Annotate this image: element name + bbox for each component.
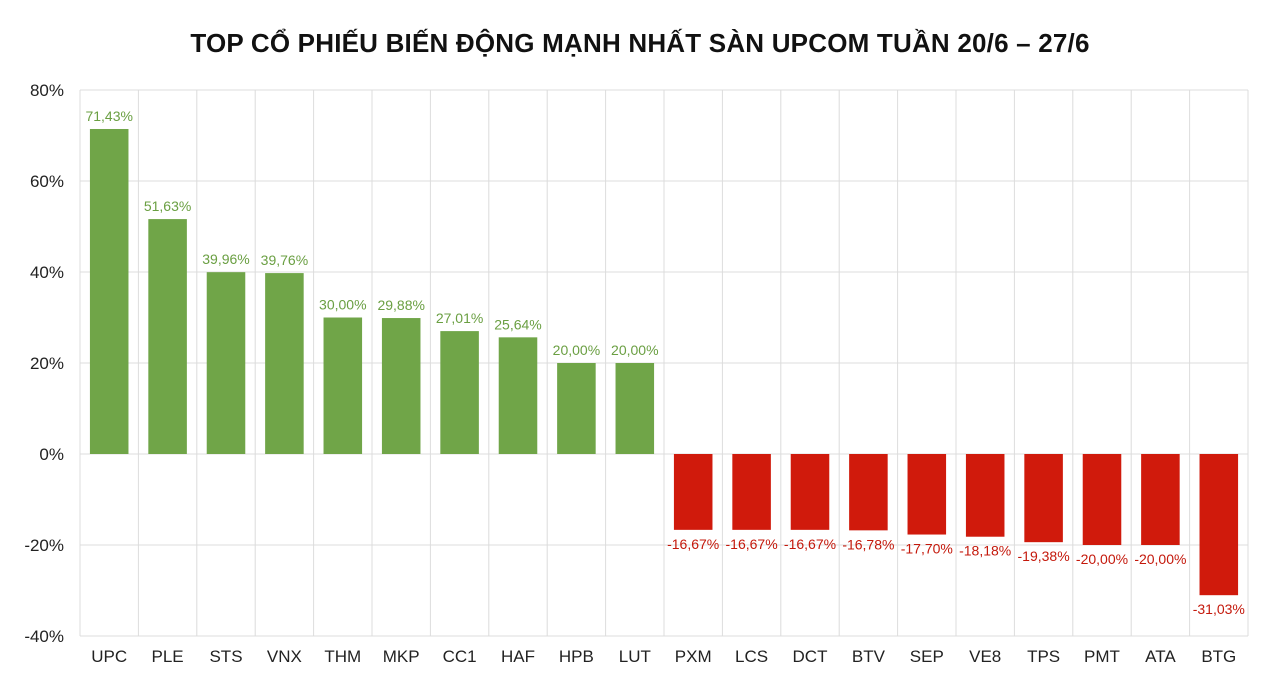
category-label: TPS: [1027, 647, 1060, 666]
y-tick-label: 20%: [30, 354, 64, 373]
data-label: 39,76%: [261, 252, 308, 268]
y-tick-label: -40%: [24, 627, 64, 646]
category-label: PMT: [1084, 647, 1120, 666]
category-label: HPB: [559, 647, 594, 666]
chart-title: TOP CỔ PHIẾU BIẾN ĐỘNG MẠNH NHẤT SÀN UPC…: [190, 28, 1090, 58]
bar: [148, 219, 187, 454]
data-label: 30,00%: [319, 297, 366, 313]
category-label: MKP: [383, 647, 420, 666]
bar: [849, 454, 888, 531]
data-label: 51,63%: [144, 198, 191, 214]
y-tick-label: 60%: [30, 172, 64, 191]
category-label: PLE: [152, 647, 184, 666]
category-label: VNX: [267, 647, 302, 666]
bar: [907, 454, 947, 535]
data-label: 27,01%: [436, 310, 483, 326]
data-label: -16,67%: [726, 536, 778, 552]
bar: [206, 272, 246, 454]
data-label: -31,03%: [1193, 601, 1245, 617]
bar: [732, 454, 771, 530]
data-label: 71,43%: [85, 108, 132, 124]
y-tick-label: 0%: [39, 445, 64, 464]
bar: [615, 363, 655, 454]
bar: [557, 363, 596, 454]
data-label: 39,96%: [202, 251, 249, 267]
bar: [1199, 454, 1239, 596]
bar: [498, 337, 538, 454]
bar: [89, 128, 129, 454]
category-label: CC1: [443, 647, 477, 666]
bar: [1024, 454, 1063, 543]
category-label: PXM: [675, 647, 712, 666]
bar: [381, 318, 421, 454]
bar: [965, 454, 1005, 537]
category-label: THM: [324, 647, 361, 666]
bar: [790, 454, 830, 530]
data-label: -19,38%: [1018, 548, 1070, 564]
data-label: -17,70%: [901, 541, 953, 557]
category-label: UPC: [91, 647, 127, 666]
y-tick-label: -20%: [24, 536, 64, 555]
data-label: -20,00%: [1076, 551, 1128, 567]
category-label: SEP: [910, 647, 944, 666]
data-label: -20,00%: [1134, 551, 1186, 567]
category-label: VE8: [969, 647, 1001, 666]
data-label: 25,64%: [494, 316, 541, 332]
data-label: -16,78%: [842, 536, 894, 552]
data-label: -16,67%: [667, 536, 719, 552]
category-label: DCT: [793, 647, 828, 666]
bar: [1141, 454, 1180, 545]
data-label: 29,88%: [377, 297, 424, 313]
data-label: 20,00%: [553, 342, 600, 358]
category-label: BTV: [852, 647, 886, 666]
bar: [265, 273, 304, 454]
category-label: BTG: [1201, 647, 1236, 666]
data-label: -18,18%: [959, 543, 1011, 559]
data-label: 20,00%: [611, 342, 658, 358]
bar: [323, 317, 363, 454]
bar: [673, 454, 713, 530]
category-label: STS: [209, 647, 242, 666]
y-tick-label: 40%: [30, 263, 64, 282]
data-label: -16,67%: [784, 536, 836, 552]
bar: [1082, 454, 1122, 545]
category-label: LCS: [735, 647, 768, 666]
category-label: LUT: [619, 647, 651, 666]
category-label: ATA: [1145, 647, 1176, 666]
y-tick-label: 80%: [30, 81, 64, 100]
bar: [440, 331, 479, 454]
category-label: HAF: [501, 647, 535, 666]
